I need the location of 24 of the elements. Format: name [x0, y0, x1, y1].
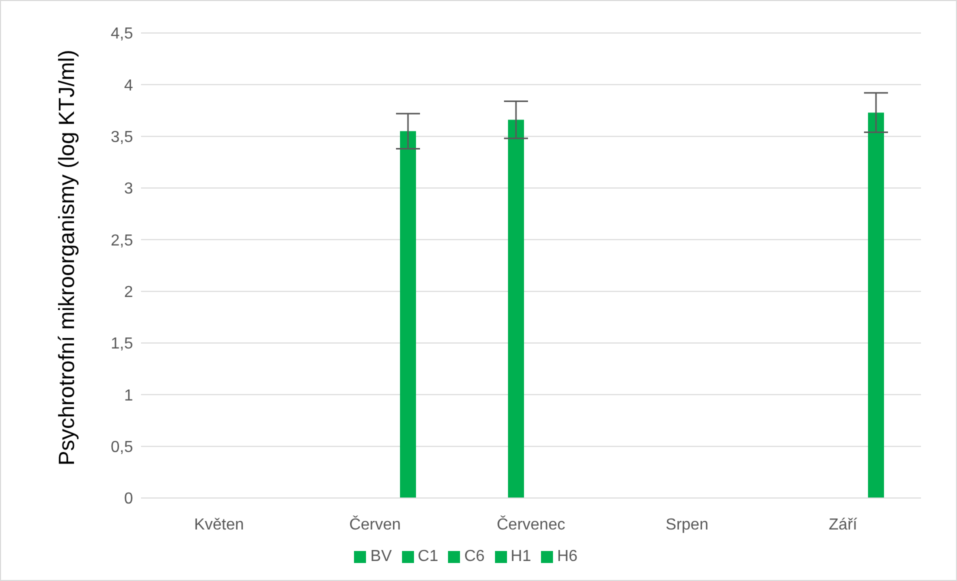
x-tick-label: Září: [828, 516, 858, 534]
y-tick-label: 4,5: [110, 26, 134, 43]
y-tick-label: 1,5: [110, 336, 134, 353]
bar: [508, 120, 524, 498]
legend-label: C6: [464, 548, 485, 565]
y-tick-label: 3,5: [110, 129, 134, 146]
bar: [400, 131, 416, 498]
x-tick-label: Červen: [349, 515, 401, 534]
y-tick-label: 2: [124, 284, 134, 302]
y-axis-title: Psychrotrofní mikroorganismy (log KTJ/ml): [54, 50, 79, 466]
legend-label: H1: [510, 548, 532, 565]
legend-label: H6: [557, 548, 578, 565]
y-tick-label: 4: [124, 77, 134, 94]
y-tick-label: 0: [124, 490, 134, 508]
y-tick-label: 1: [124, 387, 134, 404]
x-tick-label: Květen: [194, 516, 244, 534]
legend-label: BV: [370, 548, 392, 565]
legend-label: C1: [418, 548, 438, 565]
x-tick-label: Červenec: [496, 515, 566, 534]
y-tick-label: 0,5: [110, 439, 134, 456]
bar: [868, 112, 884, 498]
y-tick-label: 3: [124, 180, 134, 198]
x-tick-label: Srpen: [666, 516, 708, 534]
y-tick-label: 2,5: [110, 232, 134, 250]
